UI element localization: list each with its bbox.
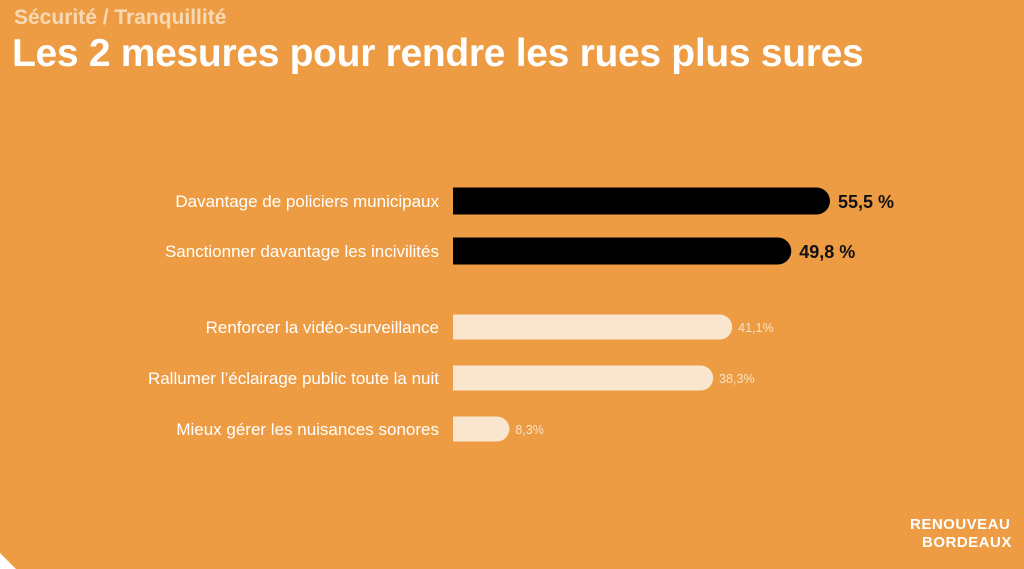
category-label: Davantage de policiers municipaux (175, 192, 439, 211)
renouveau-bordeaux-logo: RENOUVEAU BORDEAUX (910, 515, 1020, 559)
chart-subtitle: Sécurité / Tranquillité (14, 6, 227, 29)
logo-text-line2: BORDEAUX (922, 534, 1012, 551)
bar (453, 237, 792, 265)
bar (453, 314, 733, 340)
bar (453, 416, 510, 442)
bar (453, 365, 714, 391)
value-label: 8,3% (515, 423, 544, 437)
logo-text-line1: RENOUVEAU (910, 516, 1011, 533)
bar (453, 187, 830, 215)
category-label: Sanctionner davantage les incivilités (165, 242, 439, 261)
category-label: Mieux gérer les nuisances sonores (176, 420, 439, 439)
value-label: 41,1% (738, 321, 773, 335)
category-label: Renforcer la vidéo-surveillance (206, 318, 439, 337)
corner-decoration (0, 553, 16, 569)
value-label: 38,3% (719, 372, 754, 386)
chart-title: Les 2 mesures pour rendre les rues plus … (12, 32, 864, 75)
value-label: 49,8 % (799, 242, 855, 262)
category-label: Rallumer l’éclairage public toute la nui… (148, 369, 439, 388)
value-label: 55,5 % (838, 192, 894, 212)
